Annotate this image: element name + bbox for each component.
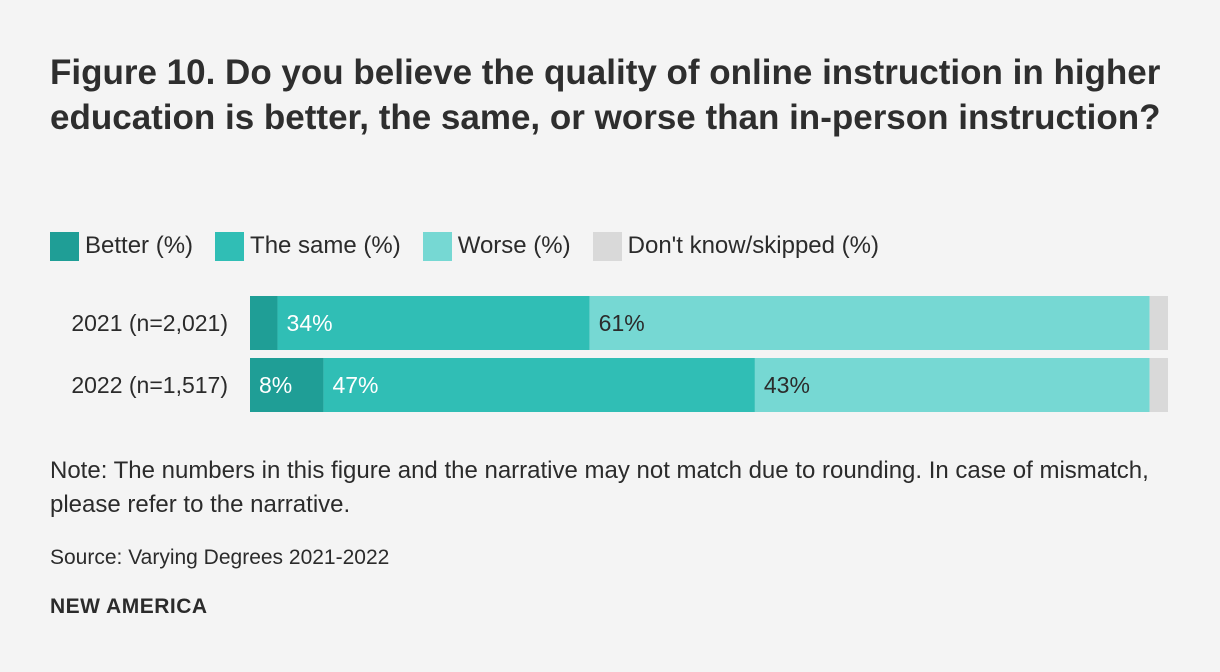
data-label: 47%: [332, 372, 378, 398]
chart-note: Note: The numbers in this figure and the…: [50, 457, 1149, 518]
legend-item-better: Better (%): [50, 231, 194, 261]
legend-swatch-the-same: [215, 231, 245, 261]
data-label: 43%: [764, 372, 810, 398]
bar-segment: [250, 296, 278, 350]
stacked-bar-chart: 2021 (n=2,021) 34% 61% 2022 (n=1,517) 8% 47% 4…: [71, 296, 1168, 412]
legend-label-the-same: The same (%): [250, 232, 401, 259]
data-label: 61%: [599, 310, 645, 336]
bar-segment: [323, 358, 755, 412]
legend-label-worse: Worse (%): [457, 232, 571, 259]
brand-name: NEW AMERICA: [50, 595, 208, 618]
bar-segment: [1149, 296, 1168, 350]
bar-segment: [1149, 358, 1168, 412]
data-label: 8%: [259, 372, 292, 398]
legend-item-dont-know: Don't know/skipped (%): [592, 231, 879, 261]
legend-item-the-same: The same (%): [215, 231, 401, 261]
chart-source: Source: Varying Degrees 2021-2022: [50, 546, 390, 569]
legend-label-better: Better (%): [85, 232, 194, 259]
category-label: 2022 (n=1,517): [71, 372, 228, 398]
legend-item-worse: Worse (%): [422, 231, 571, 261]
legend-swatch-dont-know: [592, 231, 622, 261]
chart-legend: Better (%) The same (%) Worse (%) Don't …: [50, 228, 901, 264]
data-label: 34%: [287, 310, 333, 336]
bar-segment: [250, 358, 324, 412]
bar-segment: [589, 296, 1150, 350]
category-label: 2021 (n=2,021): [71, 310, 228, 336]
chart-title: Figure 10. Do you believe the quality of…: [50, 53, 1161, 137]
bar-segment: [754, 358, 1150, 412]
legend-swatch-better: [50, 231, 79, 261]
bar-segment: [277, 296, 590, 350]
legend-label-dont-know: Don't know/skipped (%): [627, 232, 879, 259]
legend-swatch-worse: [422, 231, 452, 261]
